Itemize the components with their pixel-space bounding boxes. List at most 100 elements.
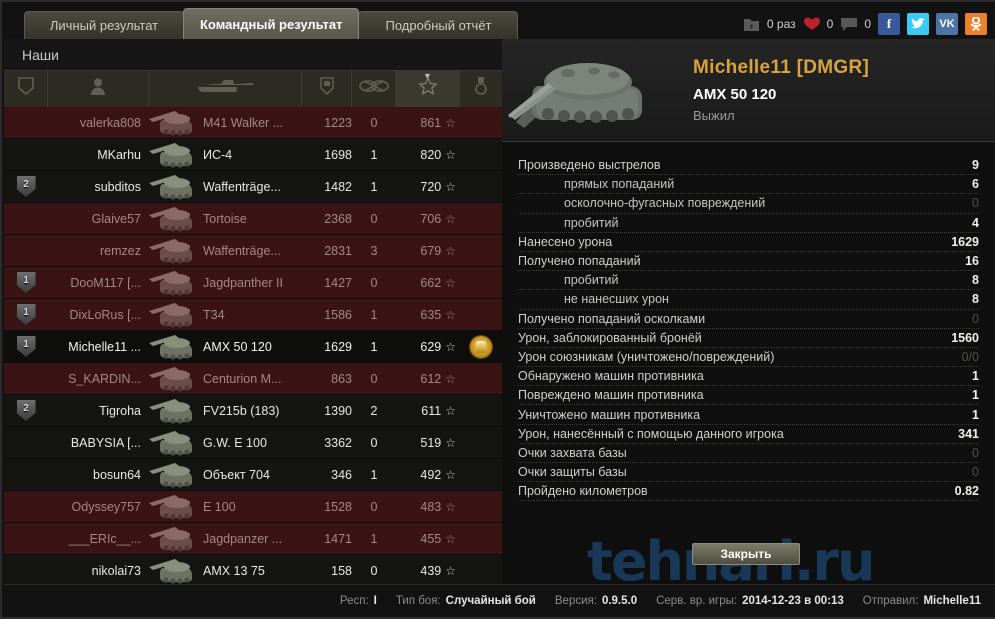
stat-row: осколочно-фугасных повреждений 0 bbox=[518, 194, 979, 214]
footer-value: Случайный бой bbox=[445, 595, 536, 607]
table-row[interactable]: 1 Michelle11 ... AMX 50 120 1629 1 629 ☆ bbox=[4, 331, 502, 363]
player-name-cell: DixLoRus [... bbox=[69, 307, 141, 322]
achievement-medal-icon[interactable] bbox=[470, 335, 492, 358]
stat-label: не нанесших урон bbox=[564, 292, 669, 307]
stat-label: Нанесено урона bbox=[518, 234, 613, 249]
vk-share-icon[interactable]: VK bbox=[936, 13, 958, 35]
column-header-experience[interactable]: ▼ bbox=[396, 70, 460, 107]
tank-thumbnail bbox=[149, 331, 201, 363]
facebook-share-icon[interactable]: f bbox=[878, 13, 900, 35]
stat-value: 9 bbox=[972, 158, 979, 173]
column-header-player[interactable] bbox=[48, 70, 149, 107]
stat-value: 6 bbox=[972, 177, 979, 192]
player-name-cell: ___ERIc__... bbox=[68, 531, 141, 546]
experience-value: 612 bbox=[420, 371, 442, 386]
column-header-rank[interactable] bbox=[4, 70, 48, 107]
stat-value: 0.82 bbox=[954, 484, 979, 499]
tank-thumbnail bbox=[149, 203, 201, 235]
statistics-list: Произведено выстрелов 9 прямых попаданий 6 о… bbox=[502, 142, 995, 502]
stat-value: 0 bbox=[972, 311, 979, 326]
experience-value: 662 bbox=[420, 275, 442, 290]
column-header-tank[interactable] bbox=[149, 70, 302, 107]
star-xp-icon bbox=[417, 75, 438, 100]
damage-cell: 346 bbox=[331, 467, 352, 482]
table-row[interactable]: S_KARDIN... Centurion M... 863 0 612 ☆ bbox=[4, 363, 502, 395]
stat-value: 0 bbox=[972, 465, 979, 480]
tab-1[interactable]: Командный результат bbox=[183, 8, 360, 39]
stat-label: осколочно-фугасных повреждений bbox=[564, 196, 766, 211]
column-header-kills[interactable] bbox=[352, 70, 396, 107]
tank-name-cell: Waffenträge... bbox=[203, 179, 281, 194]
footer-label: Тип боя: bbox=[395, 595, 441, 607]
table-row[interactable]: 1 DooM117 [... Jagdpanther II 1427 0 662 ☆ bbox=[4, 267, 502, 299]
player-icon bbox=[91, 78, 105, 100]
stat-label: прямых попаданий bbox=[564, 177, 675, 192]
stat-row: прямых попаданий 6 bbox=[518, 175, 979, 195]
star-xp-icon: ☆ bbox=[445, 531, 456, 546]
kills-icon bbox=[358, 79, 389, 98]
stat-value: 1629 bbox=[951, 234, 979, 249]
rank-badge-icon: 2 bbox=[16, 176, 36, 197]
team-player-list: valerka808 M41 Walker ... 1223 0 861 ☆ MKarhu И… bbox=[4, 107, 502, 584]
tank-name-cell: Jagdpanther II bbox=[203, 275, 283, 290]
column-header-damage[interactable] bbox=[302, 70, 352, 107]
star-xp-icon: ☆ bbox=[445, 243, 456, 258]
player-name-cell: subditos bbox=[94, 179, 141, 194]
damage-cell: 1390 bbox=[324, 403, 352, 418]
table-row[interactable]: remzez Waffenträge... 2831 3 679 ☆ bbox=[4, 235, 502, 267]
rank-badge-cell: 2 bbox=[4, 400, 48, 421]
experience-cell: 492 ☆ bbox=[396, 468, 460, 482]
experience-cell: 861 ☆ bbox=[396, 116, 460, 130]
player-name-cell: Tigroha bbox=[99, 403, 141, 418]
tank-name-cell: Waffenträge... bbox=[203, 243, 281, 258]
damage-cell: 158 bbox=[331, 563, 352, 578]
player-header: Michelle11 [DMGR] AMX 50 120 Выжил bbox=[502, 39, 995, 142]
stat-row: Произведено выстрелов 9 bbox=[518, 156, 979, 176]
ok-share-icon[interactable] bbox=[965, 13, 987, 35]
player-name: Michelle11 [DMGR] bbox=[693, 57, 870, 78]
tank-thumbnail bbox=[149, 491, 201, 523]
tab-2[interactable]: Подробный отчёт bbox=[358, 11, 519, 39]
comments-counter[interactable]: 0 bbox=[840, 16, 871, 32]
table-row[interactable]: 2 Tigroha FV215b (183) 1390 2 611 ☆ bbox=[4, 395, 502, 427]
medal-cell bbox=[460, 335, 502, 358]
footer-label: Отправил: bbox=[862, 595, 919, 607]
stat-value: 0 bbox=[972, 445, 979, 460]
tank-thumbnail bbox=[149, 523, 201, 555]
folder-icon bbox=[743, 16, 761, 32]
table-row[interactable]: BABYSIA [... G.W. E 100 3362 0 519 ☆ bbox=[4, 427, 502, 459]
player-name-cell: valerka808 bbox=[79, 115, 141, 130]
top-right-actions: 0 раз 0 0 f VK bbox=[743, 13, 995, 39]
team-results-panel: Наши bbox=[4, 39, 502, 584]
rank-badge-icon: 1 bbox=[16, 272, 36, 293]
tab-0[interactable]: Личный результат bbox=[24, 11, 184, 39]
table-row[interactable]: 1 DixLoRus [... T34 1586 1 635 ☆ bbox=[4, 299, 502, 331]
close-button[interactable]: Закрыть bbox=[692, 543, 800, 565]
experience-cell: 611 ☆ bbox=[396, 404, 460, 418]
table-row[interactable]: Glaive57 Tortoise 2368 0 706 ☆ bbox=[4, 203, 502, 235]
table-row[interactable]: 2 subditos Waffenträge... 1482 1 720 ☆ bbox=[4, 171, 502, 203]
stat-label: Урон, нанесённый с помощью данного игрок… bbox=[518, 426, 784, 441]
table-row[interactable]: MKarhu ИС-4 1698 1 820 ☆ bbox=[4, 139, 502, 171]
twitter-share-icon[interactable] bbox=[907, 13, 929, 35]
player-name-cell: Odyssey757 bbox=[71, 499, 141, 514]
table-row[interactable]: bosun64 Объект 704 346 1 492 ☆ bbox=[4, 459, 502, 491]
column-header-medal[interactable] bbox=[460, 70, 502, 107]
table-row[interactable]: Odyssey757 E 100 1528 0 483 ☆ bbox=[4, 491, 502, 523]
tank-name-cell: Centurion M... bbox=[203, 371, 282, 386]
replays-counter[interactable]: 0 раз bbox=[743, 16, 796, 32]
likes-counter[interactable]: 0 bbox=[803, 16, 833, 32]
experience-value: 861 bbox=[420, 115, 442, 130]
experience-cell: 720 ☆ bbox=[396, 180, 460, 194]
table-row[interactable]: nikolai73 AMX 13 75 158 0 439 ☆ bbox=[4, 555, 502, 584]
stat-label: Очки защиты базы bbox=[518, 465, 627, 480]
kills-cell: 0 bbox=[370, 211, 378, 226]
footer-label: Версия: bbox=[554, 595, 597, 607]
player-identity: Michelle11 [DMGR] AMX 50 120 Выжил bbox=[687, 57, 869, 123]
stat-label: Получено попаданий bbox=[518, 254, 641, 269]
damage-cell: 1528 bbox=[324, 499, 352, 514]
table-row[interactable]: ___ERIc__... Jagdpanzer ... 1471 1 455 ☆ bbox=[4, 523, 502, 555]
experience-value: 720 bbox=[420, 179, 442, 194]
table-row[interactable]: valerka808 M41 Walker ... 1223 0 861 ☆ bbox=[4, 107, 502, 139]
tank-name-cell: ИС-4 bbox=[203, 147, 233, 162]
